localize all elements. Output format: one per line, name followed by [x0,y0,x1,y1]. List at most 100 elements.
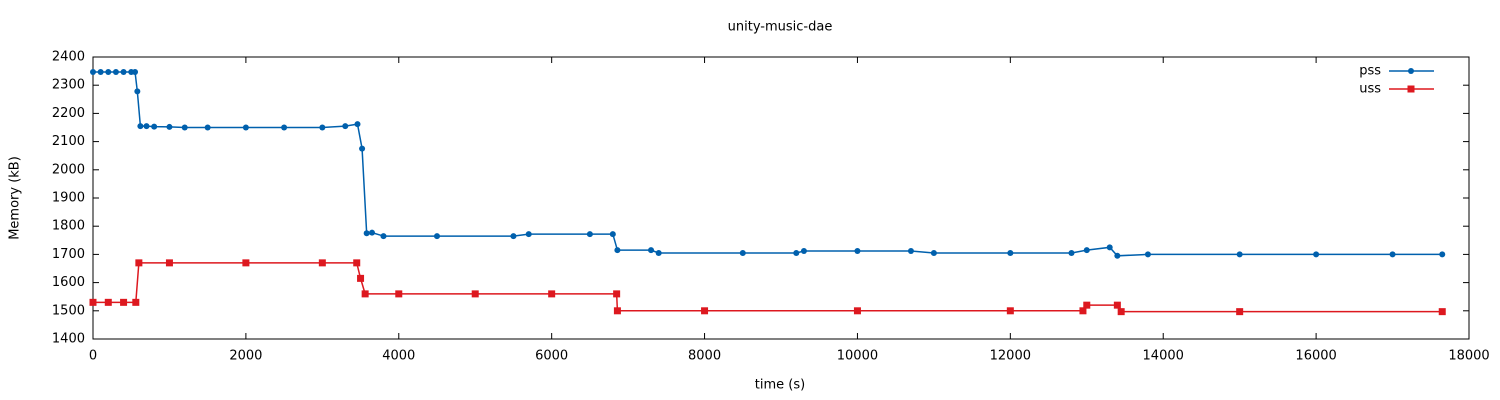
point [143,123,150,130]
point [132,298,140,306]
y-tick-label: 1400 [52,332,85,347]
x-tick-label: 6000 [535,349,568,364]
point [353,259,361,267]
x-tick-label: 18000 [1448,349,1489,364]
legend-marker [1407,85,1415,93]
legend-label: uss [1359,82,1381,97]
y-tick-label: 2100 [52,134,85,149]
point [318,259,326,267]
point [342,123,349,130]
x-tick-label: 16000 [1295,349,1336,364]
point [134,88,141,95]
point [1006,307,1014,315]
y-tick-label: 1900 [52,191,85,206]
series-line [93,71,1443,257]
point [434,233,440,240]
point [135,259,143,267]
point [613,307,621,315]
point [471,290,479,298]
point [369,229,376,236]
point [361,290,369,298]
point [137,123,144,130]
point [1106,244,1113,251]
point [930,249,937,256]
x-tick-label: 14000 [1143,349,1184,364]
point [165,259,173,267]
point [242,259,250,267]
point [548,290,556,298]
point [354,121,361,128]
point [1083,301,1091,309]
point [1389,251,1396,258]
point [613,290,621,298]
point [854,248,861,255]
x-tick-label: 4000 [382,349,415,364]
point [1114,252,1121,259]
legend-marker [1408,68,1414,74]
point [97,68,104,75]
point [525,231,532,238]
point [132,68,139,75]
point [1313,251,1320,258]
point [800,248,807,255]
point [151,123,158,130]
chart-title: unity-music-dae [728,20,833,35]
point [319,124,326,131]
y-axis-label: Memory (kB) [8,156,23,240]
point [1438,308,1446,316]
point [655,249,662,256]
point [739,249,746,256]
point [181,124,188,131]
x-tick-label: 12000 [990,349,1031,364]
point [120,298,128,306]
point [120,68,127,75]
point [1068,249,1075,256]
y-tick-label: 1700 [52,247,85,262]
point [1236,308,1244,316]
point [907,248,914,255]
series-line [93,262,1443,313]
point [242,124,249,131]
y-tick-label: 2400 [52,50,85,65]
point [1439,251,1446,258]
y-tick-label: 2300 [52,78,85,93]
point [586,231,593,238]
point [395,290,403,298]
y-tick-label: 2200 [52,106,85,121]
x-axis-label: time (s) [755,378,805,393]
x-tick-label: 0 [89,349,97,364]
y-tick-label: 1500 [52,303,85,318]
point [380,233,387,240]
legend-label: pss [1359,64,1381,79]
point [112,68,119,75]
point [1144,251,1151,258]
y-tick-label: 1600 [52,275,85,290]
point [166,123,173,130]
point [104,298,112,306]
point [609,231,616,238]
point [614,247,621,254]
y-tick-label: 1800 [52,219,85,234]
point [853,307,861,315]
x-tick-label: 8000 [688,349,721,364]
point [1236,251,1243,258]
point [281,124,288,131]
point [793,249,800,256]
x-tick-label: 2000 [229,349,262,364]
point [701,307,709,315]
plot-frame [92,56,1470,340]
point [105,68,112,75]
y-tick-label: 2000 [52,162,85,177]
point [1007,249,1014,256]
point [357,274,365,282]
point [510,233,517,240]
x-tick-label: 10000 [837,349,878,364]
point [648,247,655,254]
point [1083,247,1090,254]
point [363,230,370,237]
point [204,124,211,131]
point [89,298,97,306]
point [359,145,366,152]
point [1079,307,1087,315]
